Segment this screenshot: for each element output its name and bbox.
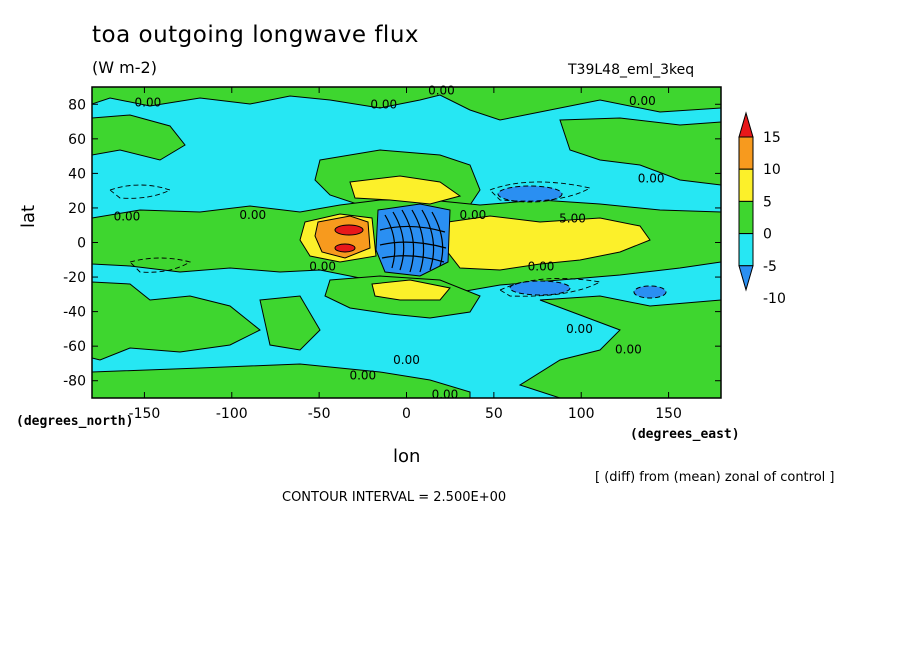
colorbar-label: 10	[763, 162, 781, 178]
colorbar-label: 5	[763, 194, 772, 210]
chart-title: toa outgoing longwave flux	[92, 22, 420, 48]
chart-units: (W m-2)	[92, 58, 157, 77]
colorbar-arrow-top	[738, 111, 754, 138]
y-tick-label: 40	[68, 166, 86, 182]
x-tick-label: -100	[216, 406, 248, 422]
field-region	[518, 295, 721, 398]
contour-label: 0.00	[566, 322, 593, 336]
colorbar-swatch	[738, 200, 754, 235]
field-region	[371, 279, 451, 301]
field-region	[92, 87, 721, 121]
contour-label: 0.00	[349, 369, 376, 383]
y-tick-label: -20	[63, 270, 86, 286]
contour-label: 0.00	[135, 96, 162, 110]
dense-contours	[379, 209, 447, 273]
contour-labels: 0.00 0.00 0.00 0.00 0.00 0.00 0.00 0.00 5.00 0.00…	[114, 83, 665, 401]
x-tick-label: -50	[308, 406, 331, 422]
y-tick-label: 60	[68, 132, 86, 148]
colorbar-swatch	[738, 136, 754, 170]
field-region	[92, 281, 261, 361]
colorbar-arrow-bottom	[738, 265, 754, 292]
contour-label: 0.00	[428, 83, 455, 97]
x-tick-label: 0	[402, 406, 411, 422]
field-region	[349, 175, 462, 205]
negative-contours	[109, 181, 602, 297]
contour-label: 0.00	[370, 97, 397, 111]
field-region	[509, 280, 571, 296]
contour-interval: CONTOUR INTERVAL = 2.500E+00	[282, 490, 507, 505]
colorbar-label: -5	[763, 259, 777, 275]
y-tick-label: -60	[63, 339, 86, 355]
field-region	[633, 285, 667, 299]
y-tick-label: -80	[63, 374, 86, 390]
y-tick-label: 20	[68, 201, 86, 217]
field-shading	[92, 87, 721, 398]
field-region	[259, 295, 321, 351]
colorbar-label: -10	[763, 291, 786, 307]
y-tick-label: 0	[77, 236, 86, 252]
colorbar-swatch	[738, 233, 754, 267]
colorbar-label: 0	[763, 227, 772, 243]
contour-label: 0.00	[309, 260, 336, 274]
field-region	[92, 363, 471, 398]
contour-label: 0.00	[432, 388, 459, 402]
field-region	[92, 114, 186, 161]
contour-label: 0.00	[615, 343, 642, 357]
contour-label: 0.00	[239, 208, 266, 222]
x-tick-label: 150	[655, 406, 682, 422]
contour-label: 0.00	[638, 172, 665, 186]
run-name: T39L48_eml_3keq	[568, 62, 695, 78]
field-region	[559, 117, 721, 186]
axis-ticks: -150 -100 -50 0 50 100 150 80 60 40 20 0 -20 -40 -60 -8…	[63, 87, 721, 422]
x-tick-label: 100	[568, 406, 595, 422]
field-region	[334, 243, 356, 253]
x-tick-label: -150	[129, 406, 161, 422]
field-region	[334, 224, 364, 236]
field-region	[445, 215, 651, 271]
x-axis-units: (degrees_east)	[630, 427, 740, 442]
field-region	[497, 185, 563, 203]
colorbar: 15 10 5 0 -5 -10	[738, 111, 786, 307]
contour-label: 0.00	[114, 210, 141, 224]
y-tick-label: 80	[68, 97, 86, 113]
contour-label: 5.00	[559, 211, 586, 225]
footnote: [ (diff) from (mean) zonal of control ]	[595, 470, 835, 485]
contour-label: 0.00	[629, 94, 656, 108]
x-axis-label: lon	[393, 446, 421, 467]
colorbar-swatch	[738, 168, 754, 202]
contour-label: 0.00	[528, 260, 555, 274]
x-tick-label: 50	[485, 406, 503, 422]
y-axis-units: (degrees_north)	[16, 414, 134, 429]
contour-label: 0.00	[393, 353, 420, 367]
contour-label: 0.00	[460, 208, 487, 222]
colorbar-label: 15	[763, 130, 781, 146]
y-tick-label: -40	[63, 305, 86, 321]
